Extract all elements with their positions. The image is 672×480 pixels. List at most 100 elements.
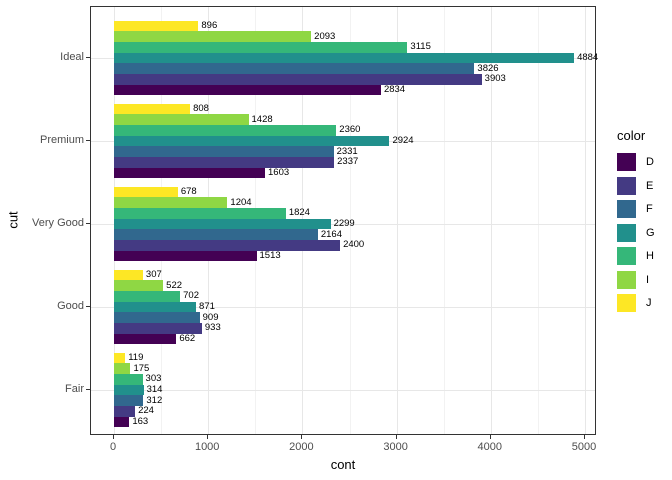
bar — [114, 280, 164, 291]
y-axis-tick — [86, 306, 90, 307]
y-axis-tick — [86, 223, 90, 224]
bar — [114, 416, 130, 428]
bar-value-label: 2924 — [392, 135, 414, 146]
gridline-major-y — [91, 390, 595, 391]
legend-key: J — [617, 294, 655, 312]
bar — [114, 374, 143, 385]
legend-swatch — [617, 153, 636, 171]
bar-value-label: 163 — [132, 415, 149, 427]
gridline-major-x — [585, 7, 586, 434]
legend-label: H — [646, 250, 654, 262]
bar — [114, 269, 143, 281]
bar-value-label: 522 — [166, 279, 183, 291]
y-axis-tick-label: Good — [57, 300, 84, 312]
bar-value-label: 933 — [204, 322, 221, 334]
bar — [114, 291, 181, 302]
y-axis-tick-label: Premium — [39, 134, 84, 146]
legend-swatch — [617, 176, 636, 195]
bar — [114, 52, 575, 64]
gridline-major-x — [490, 7, 492, 434]
bar-value-label: 909 — [202, 311, 219, 323]
y-axis-tick-label: Fair — [65, 383, 84, 395]
y-axis-tick-label: Ideal — [60, 51, 84, 63]
legend-key: H — [617, 247, 655, 265]
x-axis-tick — [489, 435, 491, 439]
bar-value-label: 175 — [133, 362, 150, 374]
x-axis-tick-label: 2000 — [289, 441, 314, 453]
legend-key: I — [617, 270, 655, 289]
bar-value-label: 2164 — [320, 228, 342, 240]
bar-value-label: 4884 — [577, 52, 599, 63]
legend-label: G — [646, 226, 655, 239]
x-axis-tick-label: 3000 — [383, 441, 408, 453]
bar — [114, 197, 228, 208]
y-axis-title: cut — [5, 211, 21, 229]
bar — [114, 352, 126, 364]
x-axis-tick — [395, 435, 397, 439]
bar — [114, 322, 202, 334]
legend-swatch — [617, 223, 636, 242]
gridline-minor-x — [537, 7, 539, 434]
bar — [114, 73, 482, 85]
bar-value-label: 2834 — [383, 83, 406, 95]
bar — [114, 146, 334, 157]
bar — [114, 395, 144, 406]
bar-value-label: 2093 — [314, 30, 336, 42]
x-axis-title: cont — [330, 457, 356, 472]
bar-value-label: 896 — [201, 20, 218, 32]
bar-value-label: 3826 — [477, 62, 499, 74]
bar — [114, 31, 312, 42]
bar-value-label: 303 — [145, 373, 162, 385]
bar-value-label: 2400 — [343, 239, 365, 251]
bar-value-label: 3903 — [484, 73, 506, 85]
bar-value-label: 307 — [145, 269, 162, 281]
plot-panel: 896 2093 3115 4884 3826 3903 2834 808 1428 2360 29… — [90, 6, 599, 435]
bar-value-label: 312 — [146, 394, 163, 406]
bar-value-label: 314 — [146, 384, 163, 395]
bar — [114, 363, 131, 374]
y-axis-tick — [86, 57, 90, 58]
bar — [114, 114, 249, 125]
bar-value-label: 662 — [179, 332, 196, 344]
legend-key: G — [617, 223, 655, 242]
bar — [114, 156, 335, 168]
bar — [114, 42, 408, 53]
legend-key: D — [617, 153, 655, 171]
bar-value-label: 871 — [199, 301, 215, 312]
y-axis-tick-label: Very Good — [32, 217, 84, 229]
bar-value-label: 678 — [180, 186, 197, 198]
legend-key: F — [617, 200, 655, 218]
x-axis-tick — [207, 435, 209, 439]
bar — [114, 218, 331, 230]
x-axis-tick-label: 1000 — [194, 441, 220, 453]
bar-value-label: 224 — [138, 405, 154, 417]
x-axis-tick-label: 5000 — [571, 441, 597, 453]
bar — [114, 333, 177, 345]
legend-label: E — [646, 179, 654, 192]
legend-key: E — [617, 176, 655, 195]
bar — [114, 312, 200, 323]
bar-value-label: 702 — [183, 290, 199, 302]
bar — [114, 135, 390, 147]
bar-value-label: 2331 — [336, 145, 358, 157]
bar — [114, 250, 257, 262]
bar — [114, 167, 265, 179]
x-axis-tick — [113, 435, 114, 439]
bar — [114, 384, 144, 396]
bar — [114, 405, 136, 417]
bar — [114, 208, 286, 219]
bar-value-label: 2337 — [337, 156, 359, 168]
x-axis-tick-label: 0 — [109, 441, 117, 453]
x-axis-tick-label: 4000 — [477, 441, 503, 453]
bar — [114, 20, 199, 32]
x-axis-tick — [301, 435, 303, 439]
legend-label: D — [646, 156, 654, 168]
bar — [114, 229, 318, 240]
bar-value-label: 119 — [128, 352, 144, 364]
bar-value-label: 808 — [193, 103, 209, 115]
bar-value-label: 1603 — [268, 166, 290, 178]
bar — [114, 186, 178, 198]
